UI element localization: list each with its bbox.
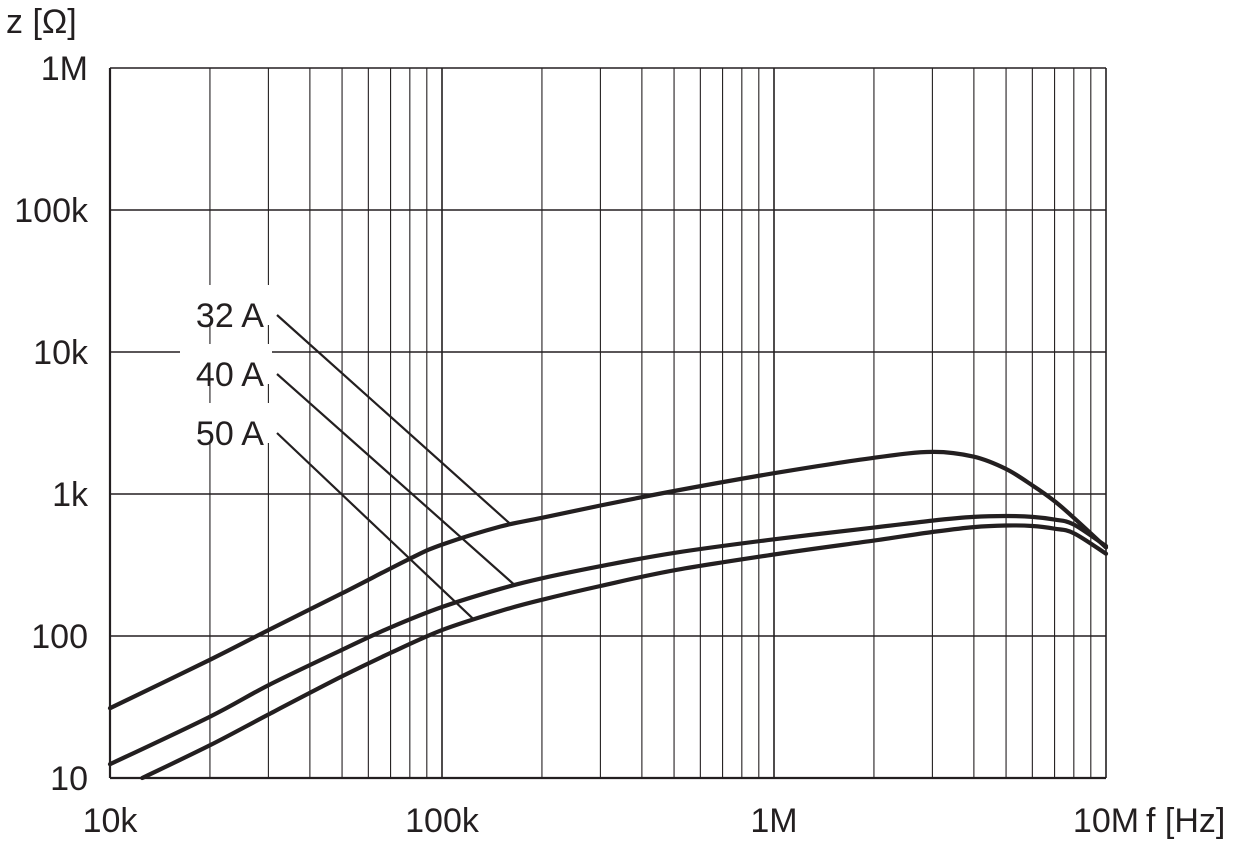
x-tick-label: 10M [1073,802,1139,840]
major-grid-lines [108,67,1107,780]
curve-32a [107,449,1109,711]
y-tick-label: 100 [31,618,88,656]
legend-label: 40 A [196,356,264,394]
legend-label: 32 A [196,297,264,335]
curve-40a [107,513,1109,767]
legend-label-backgrounds [180,285,272,443]
curve-50a [140,523,1109,781]
impedance-curves [107,449,1109,781]
y-axis-tick-labels: 10 100 1k 10k 100k 1M [14,50,89,798]
x-axis-label: f [Hz] [1146,802,1225,840]
legend-leader-lines [276,314,515,621]
plot-area [110,68,1106,778]
legend-label-background [180,403,272,443]
y-tick-label: 1M [41,50,88,88]
y-tick-label: 100k [14,192,89,230]
minor-grid-lines [209,68,1092,778]
x-axis-tick-labels: 10k 100k 1M 10M [83,802,1139,840]
x-tick-label: 10k [83,802,139,840]
legend-leader-line [276,314,511,525]
legend-label-background [180,344,272,384]
x-tick-label: 100k [405,802,480,840]
y-axis-label: z [Ω] [6,3,77,41]
legend-label: 50 A [196,415,264,453]
y-tick-label: 10k [33,334,89,372]
legend-leader-line [276,432,475,621]
legend-labels: 32 A 40 A 50 A [196,297,264,453]
legend-leader-line [276,373,515,586]
x-tick-label: 1M [750,802,797,840]
legend-label-background [180,285,272,325]
y-tick-label: 1k [52,476,89,514]
y-tick-label: 10 [50,760,88,798]
